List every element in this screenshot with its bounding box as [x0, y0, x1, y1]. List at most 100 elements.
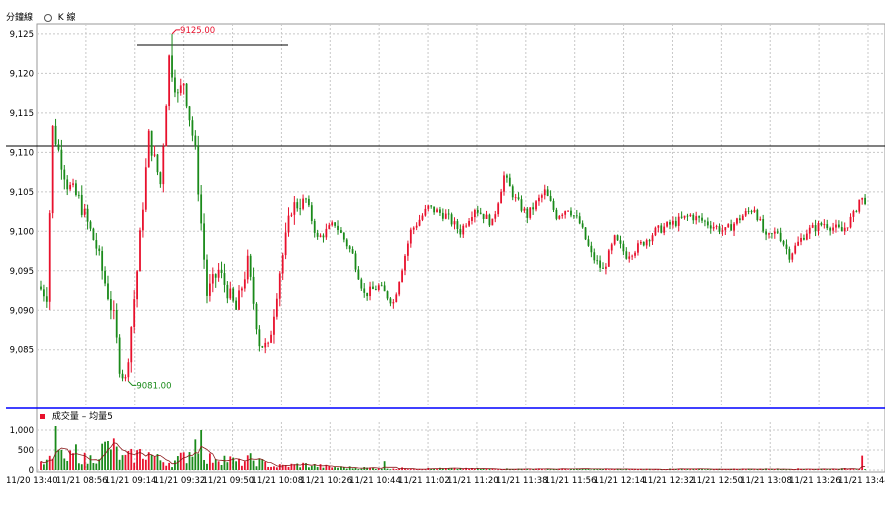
candle-body — [235, 300, 238, 310]
volume-bar — [270, 466, 272, 470]
candle-body — [855, 211, 858, 212]
volume-bar — [750, 468, 753, 470]
candle-body — [765, 231, 767, 235]
candle-body — [832, 227, 834, 231]
plot-frame — [36, 23, 885, 473]
volume-bar — [468, 468, 470, 470]
volume-bar — [567, 469, 569, 470]
volume-bar — [334, 467, 337, 470]
volume-bar — [753, 469, 756, 470]
candle-body — [86, 208, 89, 222]
time-tick-label: 11/21 11:38 — [496, 476, 548, 486]
candle-body — [284, 232, 287, 256]
candle-body — [450, 214, 453, 225]
candle-body — [666, 222, 668, 227]
volume-bar — [208, 453, 211, 470]
candle-body — [683, 215, 686, 218]
volume-bar — [596, 469, 599, 470]
volume-bar — [144, 459, 147, 470]
candle-body — [494, 214, 497, 219]
volume-bar — [570, 468, 572, 470]
candle-body — [791, 253, 794, 260]
candle-body — [293, 202, 296, 215]
volume-bar — [846, 469, 849, 470]
candle-body — [514, 197, 517, 199]
candle-body — [121, 373, 124, 379]
volume-bar — [310, 466, 313, 470]
candle-body — [738, 218, 741, 221]
price-tick-label: 9,115 — [10, 109, 34, 119]
candle-body — [211, 274, 214, 284]
volume-bar — [354, 467, 357, 470]
volume-bar — [351, 468, 354, 470]
volume-bar — [66, 460, 69, 470]
candle-body — [249, 255, 252, 277]
volume-bar — [788, 469, 791, 470]
candle-body — [674, 220, 677, 226]
time-tick-label: 11/21 12:32 — [642, 476, 694, 486]
candle-body — [826, 224, 829, 229]
candle-body — [444, 213, 447, 219]
candle-body — [313, 221, 316, 233]
volume-bar — [392, 468, 395, 470]
volume-bar — [631, 468, 634, 470]
candle-body — [80, 194, 83, 215]
candle-body — [619, 240, 622, 244]
volume-bar — [214, 459, 217, 470]
volume-bar — [785, 469, 788, 471]
volume-bar — [95, 463, 98, 470]
volume-bar — [98, 459, 101, 470]
volume-swatch-icon — [40, 414, 45, 419]
mode-minute-label[interactable]: 分鐘線 — [6, 13, 34, 23]
candle-body — [517, 197, 520, 200]
candle-body — [861, 197, 864, 200]
radio-icon[interactable] — [43, 13, 52, 22]
candle-body — [261, 346, 264, 348]
candle-body — [622, 243, 625, 252]
candle-body — [299, 208, 302, 210]
candle-body — [837, 224, 840, 228]
candle-body — [471, 217, 473, 221]
volume-bar — [238, 458, 240, 470]
candle-body — [168, 55, 171, 107]
candle-body — [642, 241, 645, 246]
volume-bar — [465, 467, 468, 470]
candle-body — [197, 145, 200, 195]
candle-body — [864, 197, 866, 204]
volume-bar — [118, 459, 121, 470]
volume-bar — [153, 456, 156, 470]
candle-body — [782, 240, 785, 245]
volume-bar — [771, 469, 773, 470]
candle-body — [733, 223, 735, 231]
volume-bar — [305, 463, 307, 470]
candle-body — [773, 231, 776, 234]
volume-bar — [540, 468, 543, 470]
volume-bar — [281, 464, 284, 470]
mode-kline-label[interactable]: K 線 — [57, 13, 76, 23]
volume-bar — [278, 464, 281, 470]
volume-bar — [823, 468, 826, 470]
volume-bar — [564, 468, 567, 470]
candle-body — [246, 255, 249, 280]
volume-bar — [267, 466, 270, 470]
candle-body — [549, 195, 552, 201]
candle-body — [101, 251, 104, 271]
candle-body — [191, 120, 194, 136]
candle-body — [433, 206, 436, 213]
candle-body — [651, 235, 654, 242]
candle-body — [174, 77, 176, 93]
volume-bar — [296, 463, 299, 470]
candle-body — [820, 222, 823, 226]
candle-body — [287, 215, 290, 233]
candle-body — [648, 240, 651, 242]
candle-body — [165, 106, 168, 147]
candle-body — [337, 225, 339, 231]
volume-bar — [858, 469, 861, 470]
volume-bar — [168, 462, 171, 470]
volume-bar — [54, 426, 57, 470]
candle-body — [340, 230, 342, 233]
volume-bar — [855, 469, 858, 470]
candle-body — [150, 130, 153, 156]
candle-body — [124, 377, 127, 379]
volume-bar — [342, 467, 345, 470]
